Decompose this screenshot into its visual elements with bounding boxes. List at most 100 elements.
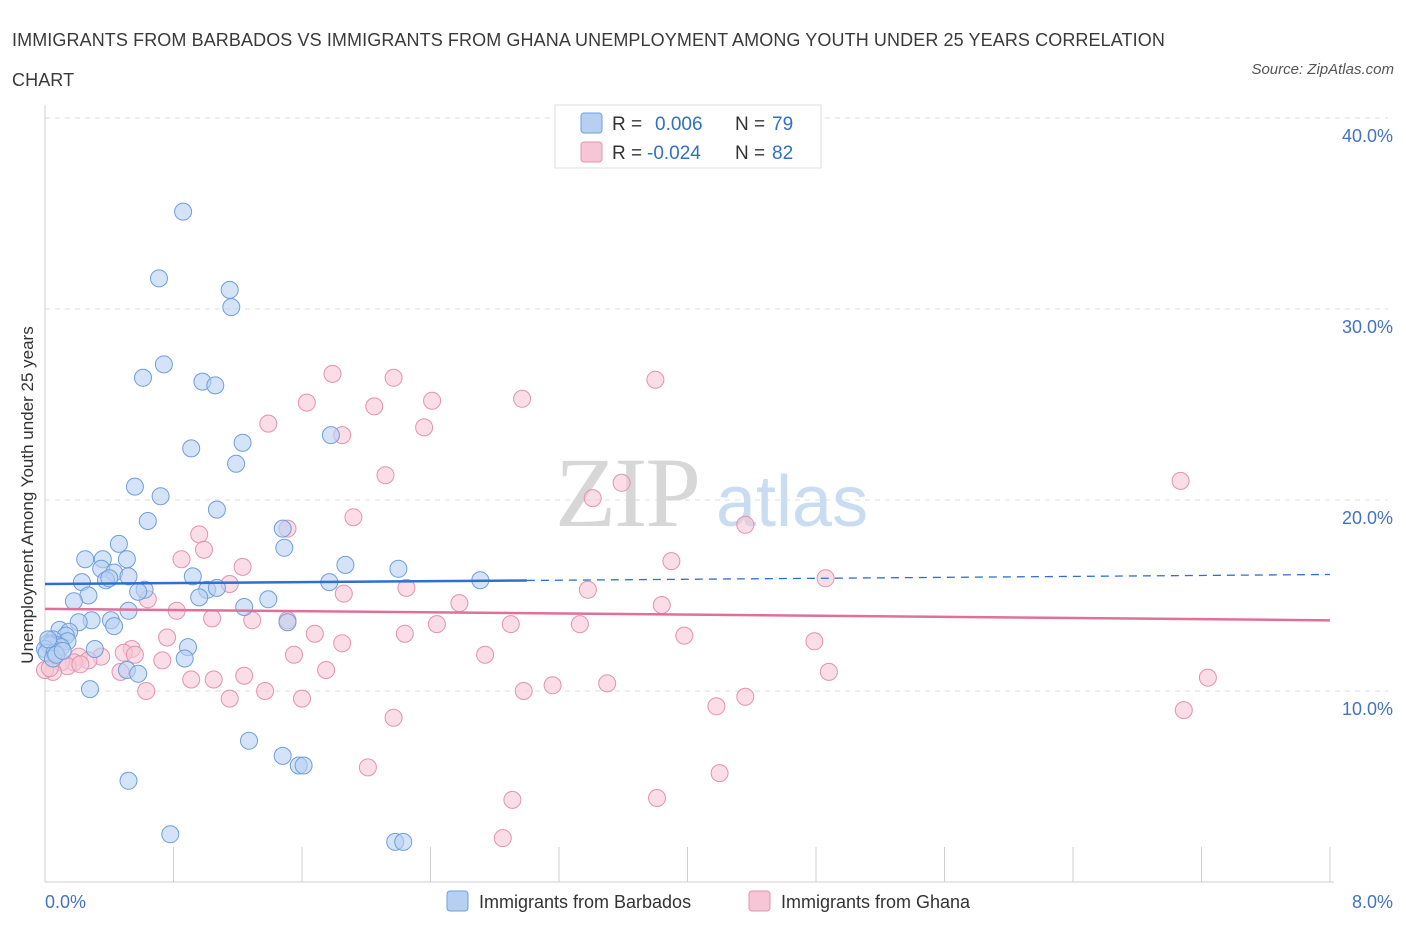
ghana-point: [612, 473, 631, 492]
barbados-point: [151, 487, 170, 506]
ghana-point: [427, 615, 446, 634]
ghana-point: [646, 370, 665, 389]
ghana-point: [415, 418, 434, 437]
ghana-point: [513, 389, 532, 408]
legend-barbados-n-value: 79: [772, 114, 793, 135]
chart-title: IMMIGRANTS FROM BARBADOS VS IMMIGRANTS F…: [12, 30, 1165, 90]
legend-ghana-n-value: 82: [772, 143, 793, 164]
ghana-point: [384, 708, 403, 727]
barbados-point: [235, 598, 254, 616]
legend-barbados-r-value: 0.006: [655, 114, 703, 135]
legend-ghana-r-label: R =: [612, 143, 642, 164]
barbados-point: [129, 664, 148, 683]
barbados-point: [278, 613, 297, 632]
trend-lines: [44, 573, 1331, 622]
barbados-point: [233, 433, 252, 452]
barbados-point: [174, 202, 193, 221]
ghana-point: [384, 368, 403, 387]
ghana-point: [256, 682, 275, 700]
ghana-point: [344, 508, 363, 527]
legend-ghana-n-label: N =: [735, 143, 765, 164]
ghana-point: [333, 634, 352, 653]
ghana-point: [1171, 471, 1190, 490]
ghana-point: [570, 615, 589, 634]
legend-barbados-r-label: R =: [612, 114, 642, 135]
ghana-point: [153, 651, 172, 670]
barbados-trend-line: [44, 579, 527, 586]
ghana-point: [305, 624, 324, 643]
ghana-point: [736, 687, 755, 706]
ghana-point: [259, 414, 278, 433]
barbados-point: [161, 825, 180, 844]
ghana-point: [195, 540, 213, 559]
source-label: Source: ZipAtlas.com: [1251, 61, 1394, 78]
ghana-point: [1174, 701, 1193, 720]
legend-swatch-barbados: [580, 112, 603, 134]
barbados-point: [125, 477, 144, 496]
y-tick-label: 20.0%: [1342, 508, 1393, 528]
barbados-points: [36, 202, 490, 851]
barbados-point: [183, 567, 202, 586]
ghana-point: [805, 632, 824, 651]
y-tick-label: 30.0%: [1342, 317, 1393, 337]
ghana-point: [543, 676, 562, 695]
barbados-point: [220, 280, 239, 299]
barbados-point: [206, 376, 225, 395]
barbados-point: [275, 538, 294, 557]
barbados-point: [138, 512, 157, 530]
ghana-point: [707, 697, 726, 716]
bottom-legend-ghana: Immigrants from Ghana: [781, 892, 971, 912]
x-tick-label: 0.0%: [45, 892, 86, 912]
ghana-point: [450, 594, 469, 613]
ghana-point: [323, 364, 342, 383]
barbados-trend-line-extension: [526, 573, 1331, 582]
ghana-point: [675, 626, 694, 645]
ghana-point: [503, 790, 522, 809]
ghana-point: [736, 515, 755, 534]
barbados-point: [273, 746, 292, 765]
y-tick-label: 10.0%: [1342, 699, 1393, 719]
ghana-point: [501, 615, 520, 634]
barbados-point: [394, 832, 413, 851]
axes: [44, 105, 1334, 883]
legend-ghana-r-value: -0.024: [647, 143, 701, 164]
barbados-point: [154, 355, 173, 374]
ghana-point: [235, 666, 254, 685]
barbados-point: [85, 640, 104, 658]
ghana-point: [395, 624, 414, 643]
barbados-point: [117, 550, 136, 569]
legend-swatch-ghana: [580, 141, 603, 163]
ghana-point: [71, 655, 90, 674]
barbados-point: [39, 630, 58, 649]
ghana-point: [220, 689, 239, 708]
ghana-point: [190, 525, 209, 544]
ghana-point: [317, 661, 336, 679]
barbados-point: [227, 454, 246, 473]
x-tick-label: 8.0%: [1352, 892, 1393, 912]
ghana-point: [652, 596, 671, 614]
y-tick-label: 40.0%: [1342, 126, 1393, 146]
ghana-point: [648, 789, 666, 807]
ghana-point: [397, 578, 416, 597]
ghana-point: [182, 670, 201, 689]
barbados-point: [294, 756, 313, 775]
ghana-point: [710, 764, 729, 783]
bottom-legend-swatch-barbados: [446, 890, 469, 912]
legend-barbados-n-label: N =: [735, 114, 765, 135]
watermark: ZIP atlas: [555, 437, 868, 548]
ghana-point: [1198, 668, 1217, 687]
ghana-point: [233, 557, 252, 576]
barbados-point: [321, 426, 340, 445]
barbados-point: [119, 771, 138, 790]
series-legend: Immigrants from Barbados Immigrants from…: [446, 890, 971, 912]
barbados-point: [64, 592, 83, 611]
barbados-point: [175, 649, 194, 668]
barbados-point: [105, 617, 124, 636]
barbados-point: [259, 590, 278, 609]
barbados-point: [182, 439, 201, 458]
ghana-point: [583, 489, 602, 508]
barbados-point: [109, 534, 128, 553]
ghana-point: [172, 550, 191, 569]
ghana-point: [203, 609, 222, 628]
